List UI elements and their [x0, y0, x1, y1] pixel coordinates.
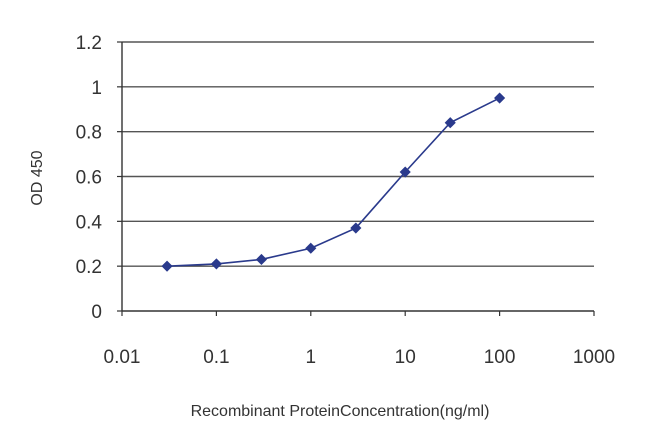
data-point: [494, 92, 506, 104]
y-tick-label: 0.8: [76, 123, 102, 144]
y-tick-label: 0.6: [76, 168, 102, 189]
y-tick-labels: 0 0.2 0.4 0.6 0.8 1 1.2: [76, 33, 103, 323]
x-tick-label: 1: [306, 347, 317, 368]
data-point: [305, 242, 317, 254]
y-tick-label: 1: [91, 78, 102, 99]
series-line: [167, 97, 500, 267]
data-point: [399, 166, 411, 178]
x-tick-label: 0.1: [203, 347, 229, 368]
data-point: [161, 260, 173, 272]
y-tick-label: 1.2: [76, 33, 102, 54]
y-tick-label: 0: [91, 302, 102, 323]
data-point: [210, 258, 222, 270]
data-point: [444, 117, 456, 129]
x-axis-label: Recombinant ProteinConcentration(ng/ml): [191, 403, 490, 420]
y-axis-label: OD 450: [29, 150, 46, 205]
axes: [117, 41, 595, 316]
x-tick-label: 100: [484, 347, 516, 368]
grid-lines: [122, 41, 594, 267]
data-point: [350, 222, 362, 234]
x-tick-label: 0.01: [104, 347, 141, 368]
x-tick-label: 1000: [573, 347, 615, 368]
y-tick-label: 0.4: [76, 212, 103, 233]
y-tick-label: 0.2: [76, 257, 102, 278]
data-point: [255, 253, 268, 266]
x-tick-label: 10: [395, 347, 416, 368]
series: [161, 92, 506, 272]
x-tick-labels: 0.01 0.1 1 10 100 1000: [104, 347, 616, 368]
